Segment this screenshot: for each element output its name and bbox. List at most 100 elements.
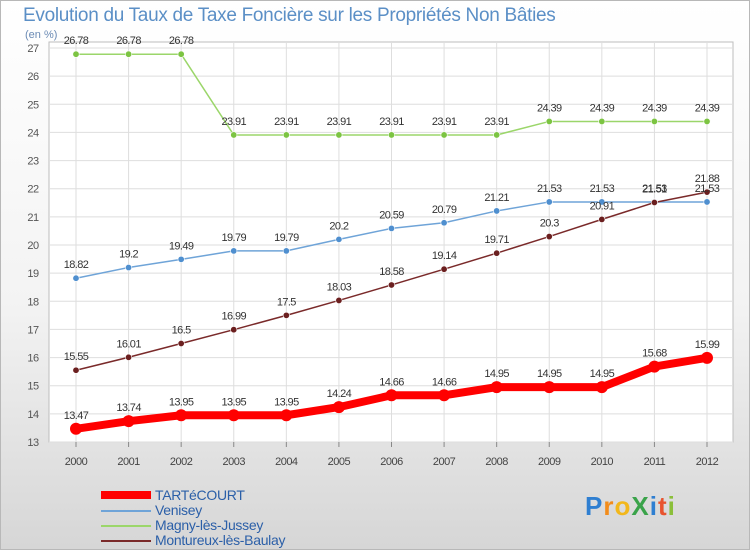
logo-letter: i	[649, 491, 658, 521]
y-tick-label: 26	[27, 71, 39, 83]
data-label: 19.49	[169, 240, 194, 252]
data-label: 20.59	[379, 209, 404, 221]
data-label: 24.39	[695, 102, 720, 114]
data-label: 15.68	[642, 348, 667, 360]
data-point	[440, 219, 448, 227]
data-label: 16.99	[221, 311, 246, 323]
data-label: 13.95	[221, 396, 246, 408]
data-point	[650, 199, 658, 207]
legend-label: Montureux-lès-Baulay	[155, 532, 286, 548]
data-label: 18.82	[64, 259, 89, 271]
data-label: 15.99	[695, 339, 720, 351]
data-label: 16.01	[116, 338, 141, 350]
y-tick-label: 13	[27, 437, 39, 449]
data-point	[227, 409, 240, 422]
y-tick-label: 17	[27, 324, 39, 336]
data-label: 21.53	[642, 183, 667, 195]
logo-letter: X	[631, 491, 650, 521]
data-point	[177, 339, 185, 347]
data-point	[385, 389, 398, 402]
data-label: 20.91	[590, 200, 615, 212]
legend-swatch	[101, 510, 151, 512]
x-tick-label: 2010	[591, 456, 614, 468]
logo-letter: r	[603, 491, 615, 521]
data-label: 23.91	[221, 116, 246, 128]
legend-swatch	[101, 525, 151, 527]
data-point	[332, 401, 345, 414]
y-tick-label: 15	[27, 381, 39, 393]
y-tick-label: 27	[27, 43, 39, 55]
data-label: 20.2	[329, 220, 348, 232]
logo-letter: t	[657, 491, 668, 521]
data-point	[440, 131, 448, 139]
data-point	[387, 131, 395, 139]
legend-swatch	[101, 540, 151, 542]
y-tick-label: 22	[27, 184, 39, 196]
data-point	[387, 281, 395, 289]
data-point	[72, 366, 80, 374]
logo-letter: o	[614, 491, 632, 521]
x-tick-label: 2008	[485, 456, 508, 468]
legend-label: Magny-lès-Jussey	[155, 517, 264, 533]
data-point	[493, 249, 501, 257]
data-point	[493, 207, 501, 215]
x-tick-label: 2000	[65, 456, 88, 468]
data-point	[595, 381, 608, 394]
y-tick-label: 24	[27, 127, 39, 139]
data-point	[703, 188, 711, 196]
x-tick-label: 2012	[696, 456, 719, 468]
x-tick-label: 2006	[380, 456, 403, 468]
y-tick-label: 18	[27, 296, 39, 308]
data-point	[490, 381, 503, 394]
data-label: 14.24	[327, 388, 352, 400]
data-point	[703, 198, 711, 206]
data-point	[125, 50, 133, 58]
data-point	[335, 131, 343, 139]
data-point	[175, 409, 188, 422]
data-label: 13.74	[116, 402, 141, 414]
data-label: 16.5	[172, 325, 191, 337]
y-tick-label: 25	[27, 99, 39, 111]
data-point	[282, 131, 290, 139]
data-point	[230, 131, 238, 139]
data-point	[701, 351, 713, 364]
legend-label: Venisey	[155, 502, 202, 518]
data-label: 14.95	[537, 368, 562, 380]
data-label: 19.79	[274, 232, 299, 244]
data-label: 23.91	[327, 116, 352, 128]
data-label: 21.51	[642, 184, 667, 196]
data-point	[598, 215, 606, 223]
data-point	[230, 326, 238, 334]
data-label: 20.3	[540, 218, 559, 230]
data-point	[177, 50, 185, 58]
data-label: 23.91	[274, 116, 299, 128]
legend-label: TARTéCOURT	[155, 487, 245, 503]
data-point	[70, 422, 82, 435]
data-label: 26.78	[64, 35, 89, 47]
logo-letter: i	[667, 491, 676, 521]
data-label: 24.39	[537, 102, 562, 114]
y-tick-label: 16	[27, 353, 39, 365]
data-label: 23.91	[432, 116, 457, 128]
data-point	[648, 360, 661, 373]
data-label: 13.95	[274, 396, 299, 408]
data-point	[493, 131, 501, 139]
data-point	[335, 235, 343, 243]
data-label: 19.71	[484, 234, 509, 246]
data-label: 23.91	[379, 116, 404, 128]
data-label: 19.2	[119, 249, 138, 261]
data-label: 26.78	[169, 35, 194, 47]
data-point	[440, 265, 448, 273]
data-label: 18.03	[327, 281, 352, 293]
data-point	[230, 247, 238, 255]
data-point	[545, 233, 553, 241]
data-label: 19.79	[221, 232, 246, 244]
data-point	[545, 117, 553, 125]
data-point	[280, 409, 293, 422]
data-label: 15.55	[64, 351, 89, 363]
x-tick-label: 2007	[433, 456, 456, 468]
data-point	[282, 311, 290, 319]
data-label: 18.58	[379, 266, 404, 278]
